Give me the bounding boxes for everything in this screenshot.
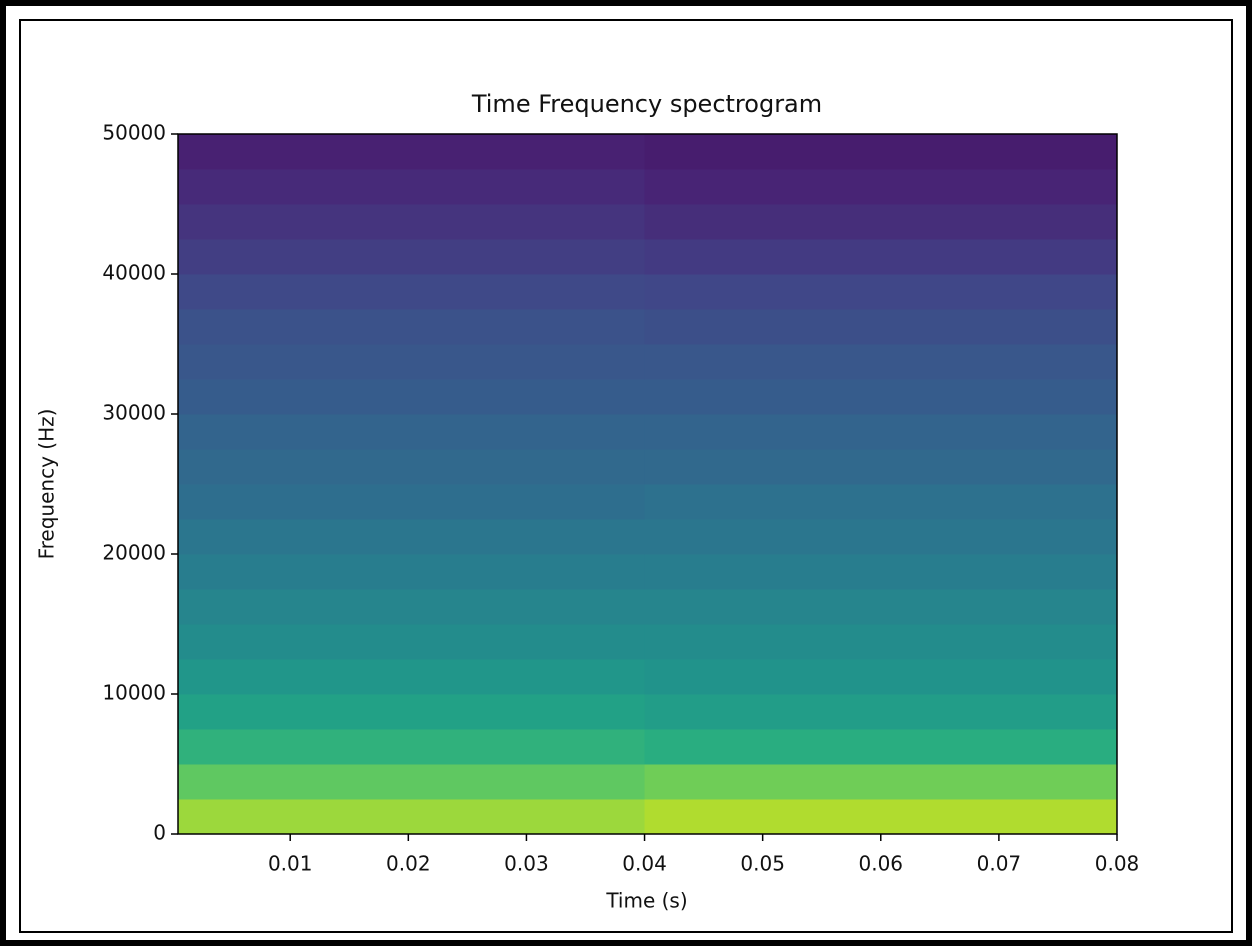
- spectrogram-cell: [178, 414, 646, 450]
- x-tick-label: 0.02: [386, 852, 431, 876]
- spectrogram-cell: [644, 309, 1118, 345]
- spectrogram-cell: [644, 344, 1118, 380]
- spectrogram-cell: [644, 274, 1118, 310]
- chart-title: Time Frequency spectrogram: [471, 90, 822, 118]
- spectrogram-cell: [644, 694, 1118, 730]
- spectrogram-cell: [644, 764, 1118, 800]
- y-axis-label: Frequency (Hz): [35, 409, 59, 560]
- spectrogram-cell: [178, 554, 646, 590]
- spectrogram-cell: [644, 554, 1118, 590]
- spectrogram-cell: [178, 204, 646, 240]
- spectrogram-cell: [178, 379, 646, 415]
- spectrogram-cell: [178, 694, 646, 730]
- spectrogram-cell: [644, 624, 1118, 660]
- x-tick-label: 0.03: [504, 852, 549, 876]
- spectrogram-cell: [178, 449, 646, 485]
- spectrogram-cell: [644, 379, 1118, 415]
- y-tick-label: 40000: [102, 261, 166, 285]
- spectrogram-cell: [178, 169, 646, 205]
- spectrogram-cell: [644, 414, 1118, 450]
- spectrogram-cell: [178, 274, 646, 310]
- y-tick-label: 10000: [102, 681, 166, 705]
- spectrogram-cell: [644, 484, 1118, 520]
- spectrogram-cell: [644, 729, 1118, 765]
- spectrogram-cell: [178, 624, 646, 660]
- spectrogram-cell: [178, 659, 646, 695]
- spectrogram-cell: [644, 659, 1118, 695]
- spectrogram-cell: [644, 589, 1118, 625]
- y-tick-label: 20000: [102, 541, 166, 565]
- spectrogram-cell: [178, 239, 646, 275]
- spectrogram-cell: [644, 239, 1118, 275]
- spectrogram-cell: [178, 134, 646, 170]
- spectrogram-cell: [178, 729, 646, 765]
- spectrogram-cell: [644, 799, 1118, 835]
- spectrogram-cell: [644, 449, 1118, 485]
- x-tick-label: 0.07: [977, 852, 1022, 876]
- spectrogram-cell: [644, 519, 1118, 555]
- x-tick-label: 0.04: [622, 852, 667, 876]
- plot-frame: [177, 133, 1118, 835]
- inner-frame: [19, 19, 1233, 933]
- spectrogram-cell: [178, 519, 646, 555]
- spectrogram-cell: [644, 169, 1118, 205]
- x-tick-label: 0.01: [268, 852, 313, 876]
- x-tick-label: 0.06: [859, 852, 904, 876]
- spectrogram-cell: [178, 589, 646, 625]
- x-axis-label: Time (s): [605, 889, 687, 913]
- spectrogram-cell: [178, 344, 646, 380]
- spectrogram-cell: [178, 799, 646, 835]
- y-tick-label: 0: [153, 821, 166, 845]
- spectrogram-cell: [178, 484, 646, 520]
- spectrogram-cell: [644, 204, 1118, 240]
- spectrogram-cell: [178, 309, 646, 345]
- x-tick-label: 0.08: [1095, 852, 1140, 876]
- spectrogram-cell: [644, 134, 1118, 170]
- spectrogram-cell: [178, 764, 646, 800]
- x-tick-label: 0.05: [740, 852, 785, 876]
- y-tick-label: 50000: [102, 121, 166, 145]
- y-tick-label: 30000: [102, 401, 166, 425]
